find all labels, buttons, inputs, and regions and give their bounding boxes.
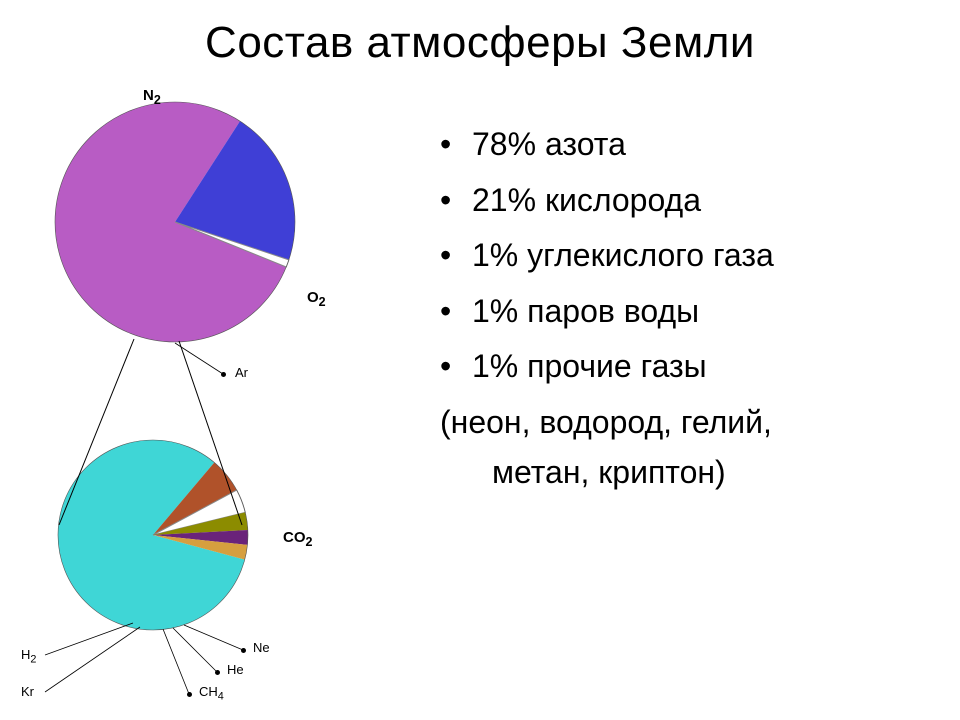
list-item: 21% кислорода (430, 176, 940, 226)
paren-line2: метан, криптон) (440, 448, 940, 498)
dot-ch4 (187, 692, 192, 697)
list-item: 1% углекислого газа (430, 231, 940, 281)
dot-ne (241, 648, 246, 653)
label-o2: O2 (307, 289, 326, 309)
label-ch4: CH4 (199, 684, 224, 703)
composition-list: 78% азота 21% кислорода 1% углекислого г… (430, 120, 940, 497)
list-item: 1% паров воды (430, 287, 940, 337)
label-kr: Kr (21, 684, 34, 699)
paren-line1: (неон, водород, гелий, (440, 398, 940, 448)
page-title: Состав атмосферы Земли (0, 18, 960, 68)
label-co2: CO2 (283, 529, 312, 549)
dot-he (215, 670, 220, 675)
label-he: He (227, 662, 244, 677)
list-item: 1% прочие газы (430, 342, 940, 392)
paren-text: (неон, водород, гелий, метан, криптон) (430, 398, 940, 497)
list-item: 78% азота (430, 120, 940, 170)
label-n2: N2 (143, 87, 161, 107)
atmosphere-pie-charts (25, 95, 385, 710)
chart-area: N2 O2 Ar CO2 Ne He CH4 Kr H2 (25, 95, 385, 710)
dot-ar (221, 372, 226, 377)
label-ar: Ar (235, 365, 248, 380)
label-h2: H2 (21, 647, 36, 666)
label-ne: Ne (253, 640, 270, 655)
